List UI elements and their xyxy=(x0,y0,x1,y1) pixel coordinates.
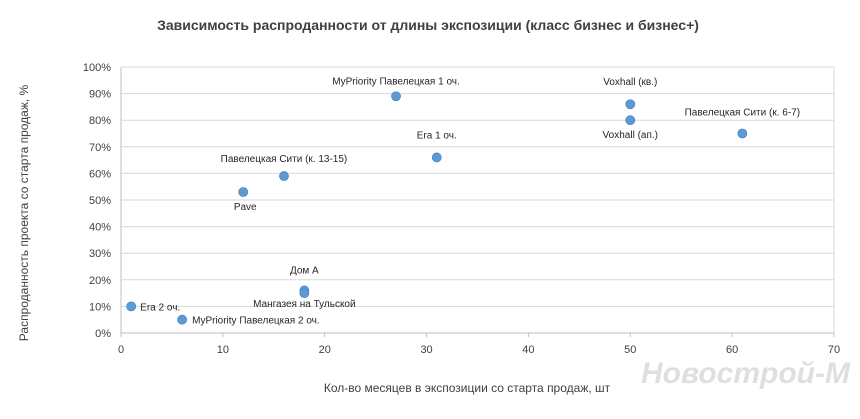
watermark-text: Новострой-М xyxy=(641,357,851,390)
x-tick-label: 70 xyxy=(828,344,840,356)
data-point xyxy=(299,288,310,299)
data-point xyxy=(391,91,401,102)
y-tick-label: 60% xyxy=(89,168,111,180)
data-point xyxy=(238,187,249,197)
y-tick-label: 70% xyxy=(89,142,111,154)
data-point-label: MyPriority Павелецкая 2 оч. xyxy=(192,316,320,327)
y-tick-label: 30% xyxy=(89,248,111,260)
tick-labels: 0% 10% 20% 30% 40% 50% 60% 70% 80% 90% 100% 0 10 20 30… xyxy=(83,62,840,356)
data-point xyxy=(625,99,636,110)
data-point xyxy=(177,314,188,325)
y-tick-label: 50% xyxy=(89,195,111,207)
data-point xyxy=(279,171,289,181)
x-tick-label: 40 xyxy=(522,344,534,356)
data-point-label: Era 1 оч. xyxy=(417,130,457,141)
data-point-label: MyPriority Павелецкая 1 оч. xyxy=(332,76,460,87)
axis-layer xyxy=(120,67,835,337)
x-tick-label: 50 xyxy=(624,344,636,356)
data-point-label: Voxhall (ап.) xyxy=(603,130,658,141)
point-labels: MyPriority Павелецкая 1 оч. Voxhall (кв.)… xyxy=(140,76,800,326)
y-tick-label: 100% xyxy=(83,62,111,74)
x-tick-label: 10 xyxy=(217,344,229,356)
data-point-label: Era 2 оч. xyxy=(140,302,180,313)
chart-title: Зависимость распроданности от длины эксп… xyxy=(157,17,699,33)
data-point-label: Павелецкая Сити (к. 13-15) xyxy=(221,154,348,165)
y-tick-label: 10% xyxy=(89,301,111,313)
x-tick-label: 60 xyxy=(726,344,738,356)
data-point xyxy=(431,152,442,163)
data-point-label: Мангазея на Тульской xyxy=(253,299,356,310)
data-point xyxy=(625,115,636,126)
x-axis-title: Кол-во месяцев в экспозиции со старта пр… xyxy=(324,381,611,395)
grid-layer xyxy=(121,66,834,307)
x-tick-label: 20 xyxy=(319,344,331,356)
data-point xyxy=(126,301,137,312)
y-tick-label: 20% xyxy=(89,275,111,287)
y-tick-label: 40% xyxy=(89,222,111,234)
y-tick-label: 90% xyxy=(89,89,111,101)
y-axis-title: Распроданность проекта со старта продаж,… xyxy=(17,84,31,341)
data-points xyxy=(126,91,748,325)
data-point-label: Дом А xyxy=(290,265,319,276)
data-point-label: Voxhall (кв.) xyxy=(603,77,657,88)
y-tick-label: 0% xyxy=(95,328,111,340)
data-point-label: Pave xyxy=(234,202,257,213)
x-tick-label: 0 xyxy=(118,344,124,356)
x-tick-label: 30 xyxy=(420,344,432,356)
y-tick-label: 80% xyxy=(89,115,111,127)
data-point xyxy=(737,128,748,139)
data-point-label: Павелецкая Сити (к. 6-7) xyxy=(685,108,800,119)
